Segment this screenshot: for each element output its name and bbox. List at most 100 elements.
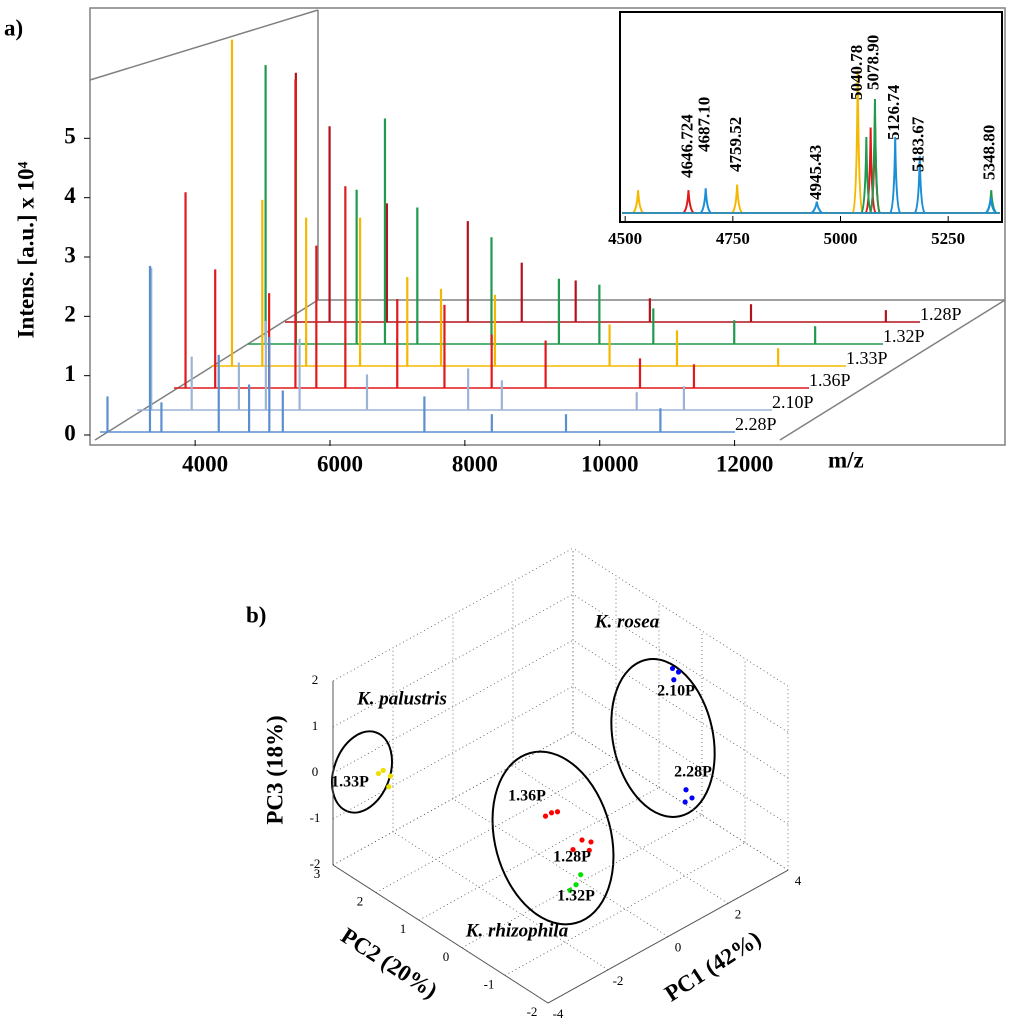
panel-label: a) xyxy=(4,15,23,40)
wall-edge xyxy=(89,9,319,81)
peak xyxy=(682,190,695,214)
group-label: 1.32P xyxy=(557,888,595,905)
series-label: 2.28P xyxy=(735,414,777,434)
x-tick-label: 4 xyxy=(795,873,802,888)
z-tick-label: 1 xyxy=(312,718,319,733)
grid-line xyxy=(375,759,617,893)
panel-a-frame xyxy=(89,7,1006,446)
group-label: 2.28P xyxy=(674,764,712,781)
grid-line xyxy=(572,639,789,779)
grid-line xyxy=(572,731,789,871)
x-tick-label: 6000 xyxy=(317,451,363,476)
grid-line xyxy=(392,831,609,971)
point xyxy=(671,677,677,683)
grid-line xyxy=(332,731,574,866)
axis-line xyxy=(547,869,789,1004)
x-axis-label: m/z xyxy=(828,447,864,472)
point xyxy=(548,810,555,816)
grid-line xyxy=(332,639,574,774)
series-label: 1.33P xyxy=(846,348,888,368)
grid-line xyxy=(572,547,789,687)
grid-line xyxy=(332,593,574,728)
grid-line xyxy=(418,787,660,921)
point xyxy=(683,787,689,793)
axis-line xyxy=(332,864,549,1004)
y-axis-label: PC2 (20%) xyxy=(337,923,442,1003)
grid-line xyxy=(461,814,703,949)
point xyxy=(570,846,576,853)
point xyxy=(588,839,594,845)
peak-label: 5078.90 xyxy=(863,35,882,90)
peak xyxy=(889,136,902,214)
series-label: 1.32P xyxy=(883,326,925,346)
x-tick-label: 2 xyxy=(735,906,742,921)
y-tick-label: 2 xyxy=(357,894,364,909)
x-axis-label: PC1 (42%) xyxy=(660,926,765,1006)
y-tick-label: 5 xyxy=(64,124,76,149)
peak-label: 4759.52 xyxy=(726,117,745,172)
x-tick-label: 5250 xyxy=(931,229,965,248)
peak-label: 4687.10 xyxy=(695,97,714,152)
peak-label: 5126.74 xyxy=(884,84,903,140)
group-label: 1.33P xyxy=(331,774,369,791)
x-tick-label: 0 xyxy=(675,940,682,955)
point xyxy=(578,872,584,878)
point xyxy=(542,813,549,819)
x-tick-label: -4 xyxy=(553,1006,564,1021)
group-label: 1.28P xyxy=(553,849,591,866)
point xyxy=(682,799,688,805)
z-tick-label: -1 xyxy=(310,810,321,825)
peak xyxy=(632,190,644,214)
inset-frame xyxy=(619,11,1003,223)
y-tick-label: 0 xyxy=(64,420,76,445)
species-label: K. rosea xyxy=(594,611,660,632)
peak xyxy=(985,197,997,214)
point xyxy=(573,882,579,888)
series-label: 2.10P xyxy=(772,392,814,412)
peak xyxy=(699,188,712,214)
peak xyxy=(851,70,864,214)
y-tick-label: 3 xyxy=(314,866,321,881)
grid-line xyxy=(572,593,789,733)
x-tick-label: -2 xyxy=(613,973,624,988)
z-tick-label: 2 xyxy=(312,672,319,687)
point xyxy=(675,669,682,675)
peak xyxy=(913,155,926,214)
species-label: K. rhizophila xyxy=(465,920,569,941)
peak-label: 5348.80 xyxy=(980,125,999,180)
x-tick-label: 4000 xyxy=(182,451,228,476)
x-tick-label: 8000 xyxy=(452,451,498,476)
peak xyxy=(864,127,877,214)
y-tick-label: 4 xyxy=(64,183,76,208)
x-tick-label: 12000 xyxy=(716,451,774,476)
point xyxy=(579,837,585,843)
peak-label: 4945.43 xyxy=(806,145,825,200)
point xyxy=(387,773,394,779)
x-tick-label: 4750 xyxy=(716,229,750,248)
group-label: 1.36P xyxy=(508,788,546,805)
peak-label: 4646.724 xyxy=(677,114,696,178)
floor-edge xyxy=(94,299,319,441)
peak-label: 5040.78 xyxy=(847,45,866,100)
cluster-ellipse xyxy=(610,658,716,818)
point xyxy=(689,795,695,801)
x-tick-label: 5000 xyxy=(824,229,858,248)
peak xyxy=(869,98,881,214)
y-tick-label: 1 xyxy=(64,361,76,386)
series-label: 1.36P xyxy=(809,370,851,390)
y-tick-label: -1 xyxy=(484,976,495,991)
floor-edge xyxy=(779,299,1006,441)
series-label: 1.28P xyxy=(920,304,962,324)
panel-label: b) xyxy=(246,602,266,627)
peak-label: 5183.67 xyxy=(909,116,928,172)
cluster-ellipse xyxy=(331,730,393,814)
point xyxy=(380,767,386,773)
y-tick-label: 2 xyxy=(64,302,76,327)
y-tick-label: -2 xyxy=(527,1004,538,1019)
z-axis-label: PC3 (18%) xyxy=(262,715,287,824)
z-tick-label: 0 xyxy=(312,764,319,779)
point xyxy=(554,809,561,815)
grid-line xyxy=(572,685,789,825)
point xyxy=(375,770,382,777)
